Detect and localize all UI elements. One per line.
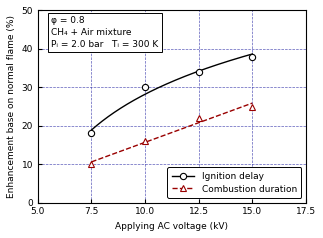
Legend: Ignition delay, Combustion duration: Ignition delay, Combustion duration <box>167 168 301 198</box>
Y-axis label: Enhancement base on normal flame (%): Enhancement base on normal flame (%) <box>7 15 16 198</box>
Text: φ = 0.8
CH₄ + Air mixture
Pᵢ = 2.0 bar   Tᵢ = 300 K: φ = 0.8 CH₄ + Air mixture Pᵢ = 2.0 bar T… <box>51 16 159 49</box>
X-axis label: Applying AC voltage (kV): Applying AC voltage (kV) <box>115 222 228 231</box>
